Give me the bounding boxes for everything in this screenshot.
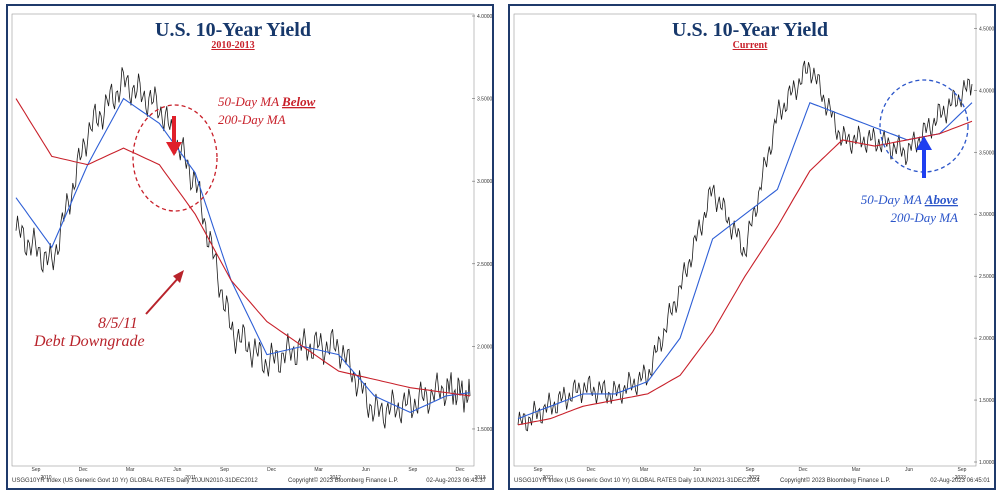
right-xtick-month: Mar [852,467,861,473]
left-xtick-year: 2012 [330,475,341,481]
right-y-axis: 4.5000 4.0000 3.5000 3.0000 2.5000 2.0000 1.50… [974,26,994,466]
left-xtick-month: Sep [220,467,229,473]
right-annotation-line1: 50-Day MA Above [861,192,958,207]
right-series-group [517,60,973,432]
right-footer-source: USGG10YR Index (US Generic Govt 10 Yr) G… [514,478,760,484]
left-footer-copyright: Copyright© 2023 Bloomberg Finance L.P. [288,477,399,484]
left-diag-arrow-icon [145,275,181,315]
left-annotation-line1: 50-Day MA Below [218,94,316,109]
left-xtick-month: Dec [267,467,276,473]
right-series-price [517,60,973,432]
left-highlight-ellipse [132,104,218,212]
right-ytick-label: 4.0000 [979,88,994,94]
right-ytick-label: 3.5000 [979,150,994,156]
left-ytick-label: 3.5000 [477,97,492,103]
right-xtick-month: Mar [640,467,649,473]
right-chart: U.S. 10-Year Yield Current 50-Day MA Abo… [513,13,994,484]
right-plot-area [513,13,977,467]
left-xtick-month: Jun [173,467,181,473]
left-series-200-day-ma [15,98,471,397]
left-chart-panel: U.S. 10-Year Yield 2010-2013 50-Day MA B… [6,4,494,490]
right-xtick-month: Dec [587,467,596,473]
right-xtick-month: Jun [693,467,701,473]
left-title: U.S. 10-Year Yield [155,19,311,41]
right-xtick-month: Sep [958,467,967,473]
left-event-date: 8/5/11 [98,315,138,332]
left-xtick-month: Sep [32,467,41,473]
left-footer-date: 02-Aug-2023 06:43:37 [426,478,486,484]
left-plot-area [11,13,475,467]
left-diag-arrowhead-icon [173,270,184,283]
left-xtick-month: Dec [456,467,465,473]
right-xtick-month: Jun [905,467,913,473]
left-subtitle: 2010-2013 [211,40,254,51]
right-xtick-year: 2022 [749,475,760,481]
right-ytick-label: 1.5000 [979,398,994,404]
right-ytick-label: 1.0000 [979,460,994,466]
left-ytick-label: 1.5000 [477,427,492,433]
left-series-price [15,67,471,429]
right-xtick-month: Sep [534,467,543,473]
left-xtick-month: Sep [408,467,417,473]
left-ytick-label: 4.0000 [477,14,492,20]
right-up-arrowhead-icon [916,136,932,150]
right-xtick-month: Dec [799,467,808,473]
right-ytick-label: 3.0000 [979,212,994,218]
right-xtick-year: 2023 [955,475,966,481]
right-series-200-day-ma [517,120,973,426]
left-series-group [15,67,471,429]
right-annotation-line2: 200-Day MA [890,210,958,225]
right-xtick-month: Sep [746,467,755,473]
left-series-50-day-ma [15,97,471,414]
left-xtick-year: 2013 [474,475,485,481]
left-event-label: Debt Downgrade [33,333,145,350]
right-subtitle: Current [733,40,768,51]
right-ytick-label: 4.5000 [979,26,994,32]
left-footer-source: USGG10YR Index (US Generic Govt 10 Yr) G… [12,478,258,484]
left-xtick-month: Mar [314,467,323,473]
right-series-50-day-ma [517,101,973,420]
right-ytick-label: 2.0000 [979,336,994,342]
right-xtick-year: 2021 [542,475,553,481]
right-footer-copyright: Copyright© 2023 Bloomberg Finance L.P. [780,477,891,484]
left-down-arrowhead-icon [166,142,182,156]
left-xtick-year: 2011 [185,475,196,481]
left-y-axis: 4.0000 3.5000 3.0000 2.5000 2.0000 1.5000 [472,14,492,433]
left-xtick-month: Mar [126,467,135,473]
right-title: U.S. 10-Year Yield [672,19,828,41]
left-xtick-month: Jun [362,467,370,473]
left-xtick-year: 2010 [40,475,51,481]
right-x-axis: Sep Dec Mar Jun Sep Dec Mar Jun Sep 2021 2022 2023 [534,467,967,481]
left-ytick-label: 2.0000 [477,344,492,350]
left-annotation-line2: 200-Day MA [218,112,286,127]
left-x-axis: Sep Dec Mar Jun Sep Dec Mar Jun Sep Dec 2010 2011 20… [32,467,486,481]
left-ytick-label: 3.0000 [477,179,492,185]
right-footer-date: 02-Aug-2023 06:45:01 [930,478,990,484]
left-ytick-label: 2.5000 [477,262,492,268]
right-chart-panel: U.S. 10-Year Yield Current 50-Day MA Abo… [508,4,996,490]
left-chart: U.S. 10-Year Yield 2010-2013 50-Day MA B… [11,13,492,484]
right-ytick-label: 2.5000 [979,274,994,280]
left-xtick-month: Dec [79,467,88,473]
